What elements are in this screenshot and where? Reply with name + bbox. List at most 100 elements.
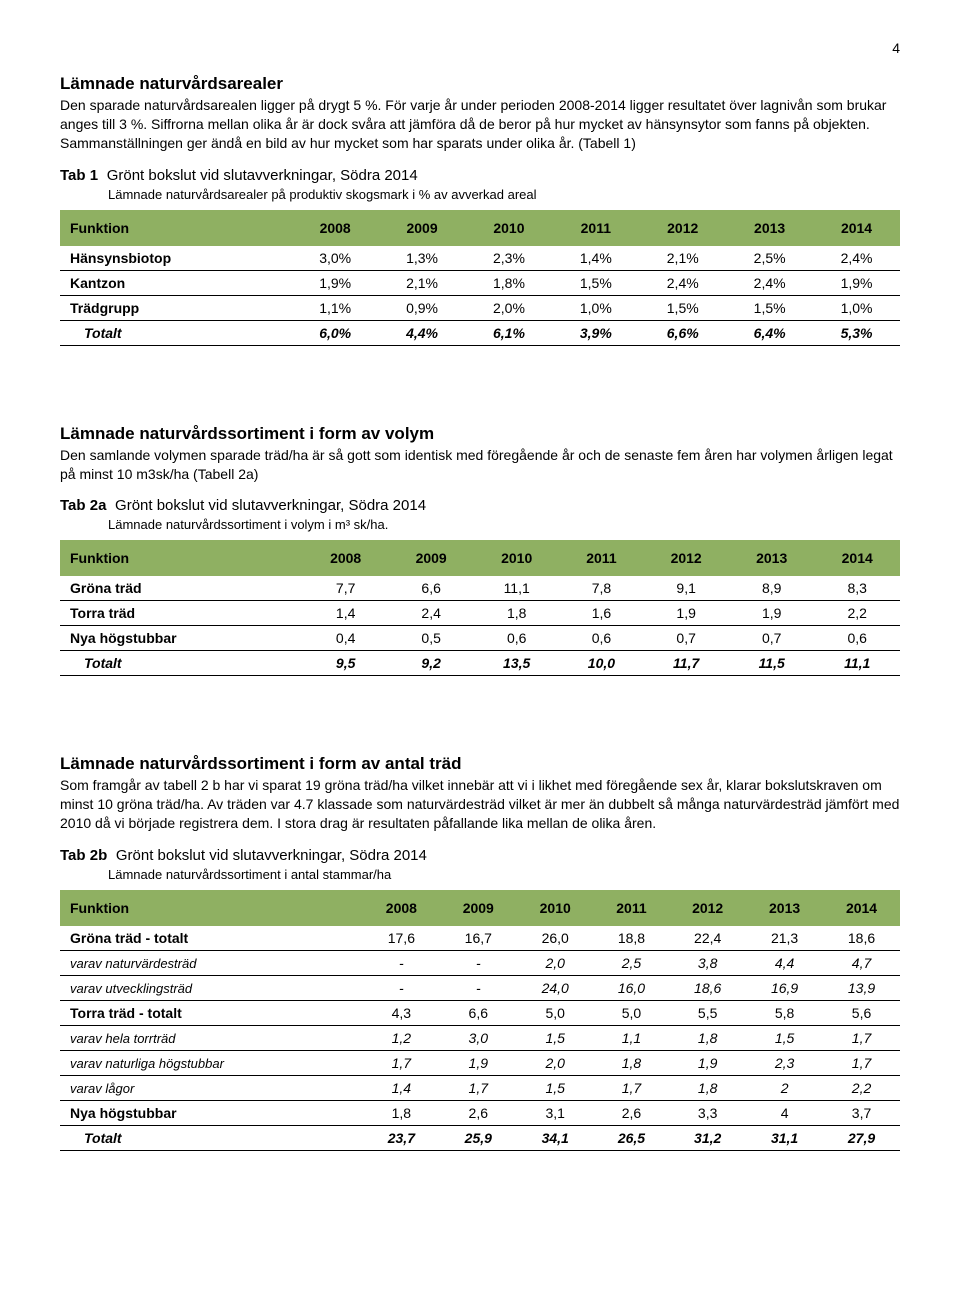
table-cell: 6,4% xyxy=(726,320,813,345)
table-cell: 6,1% xyxy=(466,320,553,345)
table-row: Gröna träd7,76,611,17,89,18,98,3 xyxy=(60,576,900,601)
table-header: 2012 xyxy=(639,210,726,246)
table-cell: 8,3 xyxy=(814,576,900,601)
table-row: Nya högstubbar1,82,63,12,63,343,7 xyxy=(60,1101,900,1126)
table-cell: 16,0 xyxy=(594,976,670,1001)
table-cell: 4 xyxy=(746,1101,823,1126)
table-cell: 2,4% xyxy=(813,246,900,271)
table-cell: 34,1 xyxy=(517,1126,594,1151)
table-cell: 13,9 xyxy=(823,976,900,1001)
table-total-row: Totalt6,0%4,4%6,1%3,9%6,6%6,4%5,3% xyxy=(60,320,900,345)
table-cell: 1,5 xyxy=(517,1026,594,1051)
row-label: Trädgrupp xyxy=(60,295,292,320)
table-cell: 2,4% xyxy=(726,270,813,295)
table-cell: 0,6 xyxy=(814,626,900,651)
table-cell: 7,7 xyxy=(303,576,389,601)
table-cell: 1,7 xyxy=(440,1076,517,1101)
table-header: Funktion xyxy=(60,210,292,246)
section3-para: Som framgår av tabell 2 b har vi sparat … xyxy=(60,776,900,833)
table-header: 2011 xyxy=(594,890,670,926)
row-label: Gröna träd - totalt xyxy=(60,926,363,951)
table-cell: 16,7 xyxy=(440,926,517,951)
table-total-row: Totalt23,725,934,126,531,231,127,9 xyxy=(60,1126,900,1151)
table2b-title-row: Tab 2b Grönt bokslut vid slutavverkninga… xyxy=(60,847,900,865)
table-total-row: Totalt9,59,213,510,011,711,511,1 xyxy=(60,651,900,676)
table-cell: 31,1 xyxy=(746,1126,823,1151)
table-cell: 2,0 xyxy=(517,951,594,976)
table-cell: - xyxy=(363,976,440,1001)
table-cell: 3,8 xyxy=(669,951,746,976)
table2a-title-text: Grönt bokslut vid slutavverkningar, Södr… xyxy=(115,497,426,514)
section3-heading: Lämnade naturvårdssortiment i form av an… xyxy=(60,754,900,774)
table-cell: 9,2 xyxy=(388,651,474,676)
table-cell: 26,5 xyxy=(594,1126,670,1151)
total-label: Totalt xyxy=(60,320,292,345)
table1-title-text: Grönt bokslut vid slutavverkningar, Södr… xyxy=(107,167,418,184)
table-cell: 4,3 xyxy=(363,1001,440,1026)
table-cell: 13,5 xyxy=(474,651,560,676)
table-cell: 3,9% xyxy=(552,320,639,345)
table-row: Nya högstubbar0,40,50,60,60,70,70,6 xyxy=(60,626,900,651)
table-cell: 3,1 xyxy=(517,1101,594,1126)
total-label: Totalt xyxy=(60,1126,363,1151)
table-cell: 1,2 xyxy=(363,1026,440,1051)
table-row: Gröna träd - totalt17,616,726,018,822,42… xyxy=(60,926,900,951)
table-cell: 1,4 xyxy=(363,1076,440,1101)
section1-para: Den sparade naturvårdsarealen ligger på … xyxy=(60,96,900,153)
row-label: varav naturvärdesträd xyxy=(60,951,363,976)
table-cell: 0,6 xyxy=(474,626,560,651)
table-cell: 25,9 xyxy=(440,1126,517,1151)
table-cell: 9,5 xyxy=(303,651,389,676)
table-cell: 1,5% xyxy=(639,295,726,320)
row-label: varav utvecklingsträd xyxy=(60,976,363,1001)
table-cell: 1,1 xyxy=(594,1026,670,1051)
table-cell: 1,5 xyxy=(517,1076,594,1101)
table-header: 2009 xyxy=(440,890,517,926)
table-cell: 5,0 xyxy=(517,1001,594,1026)
table-header: 2013 xyxy=(729,540,815,576)
total-label: Totalt xyxy=(60,651,303,676)
table-cell: 1,6 xyxy=(559,601,643,626)
table-row: varav naturvärdesträd--2,02,53,84,44,7 xyxy=(60,951,900,976)
table-cell: 2,6 xyxy=(440,1101,517,1126)
table-cell: 1,9 xyxy=(440,1051,517,1076)
table-header: 2010 xyxy=(474,540,560,576)
table-header: 2008 xyxy=(292,210,379,246)
table-cell: 1,5% xyxy=(726,295,813,320)
table-cell: 0,4 xyxy=(303,626,389,651)
table-cell: 2,2 xyxy=(823,1076,900,1101)
table-cell: 31,2 xyxy=(669,1126,746,1151)
table-cell: 6,6% xyxy=(639,320,726,345)
table-cell: 21,3 xyxy=(746,926,823,951)
table2a-subtitle: Lämnade naturvårdssortiment i volym i m³… xyxy=(108,517,900,532)
table-cell: 2,4% xyxy=(639,270,726,295)
table-cell: 2,0% xyxy=(466,295,553,320)
table-cell: 11,5 xyxy=(729,651,815,676)
table-row: varav hela torrträd1,23,01,51,11,81,51,7 xyxy=(60,1026,900,1051)
table-cell: 2,2 xyxy=(814,601,900,626)
table-cell: 24,0 xyxy=(517,976,594,1001)
row-label: varav hela torrträd xyxy=(60,1026,363,1051)
table-cell: 26,0 xyxy=(517,926,594,951)
page-number: 4 xyxy=(60,40,900,56)
table-cell: 1,5 xyxy=(746,1026,823,1051)
table-cell: 1,3% xyxy=(379,246,466,271)
table-cell: 4,4 xyxy=(746,951,823,976)
table-cell: 1,7 xyxy=(823,1026,900,1051)
table1-title-bold: Tab 1 xyxy=(60,167,98,184)
table-header: 2012 xyxy=(669,890,746,926)
table-cell: 0,6 xyxy=(559,626,643,651)
table-row: Torra träd1,42,41,81,61,91,92,2 xyxy=(60,601,900,626)
table-row: Kantzon1,9%2,1%1,8%1,5%2,4%2,4%1,9% xyxy=(60,270,900,295)
table-header: 2013 xyxy=(726,210,813,246)
table-cell: 1,7 xyxy=(363,1051,440,1076)
table-cell: 4,7 xyxy=(823,951,900,976)
section2-para: Den samlande volymen sparade träd/ha är … xyxy=(60,446,900,484)
table-row: Hänsynsbiotop3,0%1,3%2,3%1,4%2,1%2,5%2,4… xyxy=(60,246,900,271)
table-cell: 1,8 xyxy=(669,1076,746,1101)
table1-title-row: Tab 1 Grönt bokslut vid slutavverkningar… xyxy=(60,167,900,185)
table-cell: 5,3% xyxy=(813,320,900,345)
table-cell: 5,8 xyxy=(746,1001,823,1026)
table-cell: 6,6 xyxy=(388,576,474,601)
table-cell: 1,9% xyxy=(292,270,379,295)
